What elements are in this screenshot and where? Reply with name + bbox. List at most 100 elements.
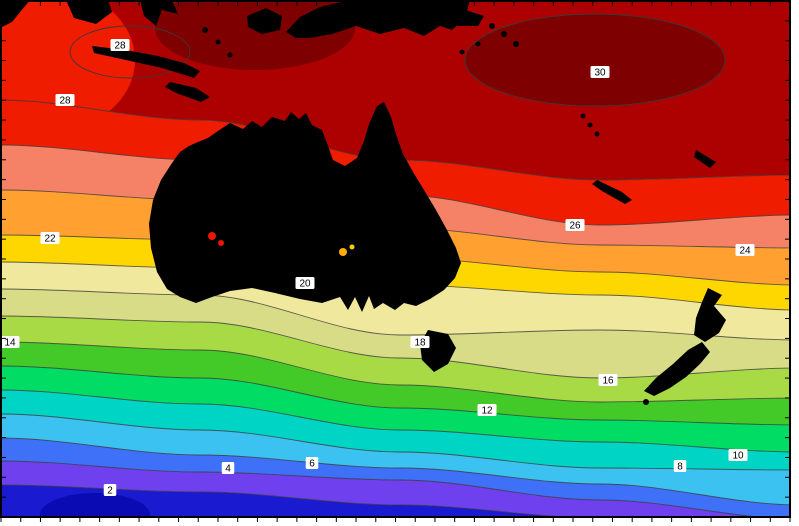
contour-label-text: 6 xyxy=(309,459,315,470)
band-4-6 xyxy=(1,438,790,517)
solomon-island-dot xyxy=(501,31,507,37)
band-14-16 xyxy=(1,316,790,402)
contour-label-4: 4 xyxy=(221,462,235,475)
closed-contour-30 xyxy=(464,13,726,107)
contour-label-box xyxy=(410,336,430,348)
inland-lake-artifact xyxy=(218,240,224,246)
isotherm-2 xyxy=(1,484,576,517)
java-island-chain xyxy=(92,46,200,78)
contour-label-20: 20 xyxy=(295,277,315,290)
moluccas-dot xyxy=(202,27,208,33)
contour-label-box xyxy=(103,484,117,496)
band-<2 xyxy=(1,485,790,517)
moluccas-dot xyxy=(227,52,233,58)
contour-label-box xyxy=(735,244,755,256)
contour-label-text: 28 xyxy=(59,96,71,107)
contour-label-16: 16 xyxy=(598,374,618,387)
contour-label-14: 14 xyxy=(0,336,20,349)
contour-label-text: 14 xyxy=(4,338,16,349)
contour-label-box xyxy=(295,277,315,289)
contour-label-text: 16 xyxy=(602,376,614,387)
solomon-island-dot xyxy=(475,41,481,47)
contour-label-6: 6 xyxy=(305,457,319,470)
contour-label-box xyxy=(305,457,319,469)
contour-label-8: 8 xyxy=(673,460,687,473)
contour-label-box xyxy=(55,94,75,106)
contour-label-text: 20 xyxy=(299,279,311,290)
vanuatu-dot xyxy=(587,122,593,128)
isotherm-18 xyxy=(1,288,790,341)
band-10-12 xyxy=(1,366,790,452)
new-britain-island xyxy=(446,10,484,26)
contour-label-box xyxy=(598,374,618,386)
contour-label-12: 12 xyxy=(477,404,497,417)
contour-labels: 28 30 28 26 24 22 20 18 16 14 12 10 8 6 4 2 xyxy=(0,39,755,497)
birds-head-peninsula xyxy=(247,8,282,34)
isotherm-10 xyxy=(1,389,790,453)
contour-label-text: 12 xyxy=(481,406,493,417)
inland-lake-artifacts xyxy=(208,232,355,256)
landmasses xyxy=(1,1,726,405)
australia-landmass xyxy=(149,102,461,312)
band-12-14 xyxy=(1,342,790,425)
borneo-tip xyxy=(66,1,112,24)
inland-lake-artifact xyxy=(208,232,216,240)
inland-lake-artifact xyxy=(339,248,347,256)
contour-label-box xyxy=(565,219,585,231)
isotherm-12 xyxy=(1,365,790,426)
isotherm-4 xyxy=(1,460,765,517)
contour-label-box xyxy=(477,404,497,416)
band-2-4 xyxy=(1,461,759,517)
inland-lake-artifact xyxy=(349,244,355,250)
contour-label-28: 28 xyxy=(110,39,130,52)
sulawesi-island xyxy=(140,1,178,26)
new-zealand-south-island xyxy=(644,342,710,396)
contour-label-text: 30 xyxy=(594,68,606,79)
timor-island xyxy=(165,82,210,102)
contour-label-text: 4 xyxy=(225,464,231,475)
new-guinea-landmass xyxy=(286,1,470,38)
contour-label-text: 26 xyxy=(569,221,581,232)
isotherm-6 xyxy=(1,437,790,506)
contour-label-box xyxy=(590,66,610,78)
contour-label-22: 22 xyxy=(40,232,60,245)
contour-label-24: 24 xyxy=(735,244,755,257)
contour-label-text: 10 xyxy=(732,451,744,462)
new-caledonia-island xyxy=(592,180,632,204)
closed-contour xyxy=(40,493,150,517)
moluccas-dot xyxy=(215,39,221,45)
isotherm-8 xyxy=(1,413,790,471)
solomon-island-dot xyxy=(489,23,495,29)
contour-label-text: 28 xyxy=(114,41,126,52)
isotherm-14 xyxy=(1,341,790,403)
vanuatu-dot xyxy=(594,131,600,137)
contour-label-text: 22 xyxy=(44,234,56,245)
contour-label-10: 10 xyxy=(728,449,748,462)
stewart-island xyxy=(643,399,649,405)
contour-label-box xyxy=(221,462,235,474)
band-16-18 xyxy=(1,289,790,378)
vanuatu-dot xyxy=(580,113,586,119)
contour-label-box xyxy=(728,449,748,461)
contour-label-box xyxy=(673,460,687,472)
contour-label-box xyxy=(40,232,60,244)
closed-contour-28 xyxy=(69,25,191,79)
contour-label-18: 18 xyxy=(410,336,430,349)
contour-label-text: 2 xyxy=(107,486,113,497)
contour-label-text: 24 xyxy=(739,246,751,257)
contour-label-30: 30 xyxy=(590,66,610,79)
contour-label-box xyxy=(0,336,20,348)
contour-label-2: 2 xyxy=(103,484,117,497)
new-zealand-north-island xyxy=(694,288,726,342)
contour-label-box xyxy=(110,39,130,51)
contour-label-text: 18 xyxy=(414,338,426,349)
contour-label-text: 8 xyxy=(677,462,683,473)
solomon-island-dot xyxy=(459,49,465,55)
band-6-8 xyxy=(1,414,790,505)
contour-label-26: 26 xyxy=(565,219,585,232)
sumatra-corner xyxy=(1,1,30,28)
contour-label-28: 28 xyxy=(55,94,75,107)
